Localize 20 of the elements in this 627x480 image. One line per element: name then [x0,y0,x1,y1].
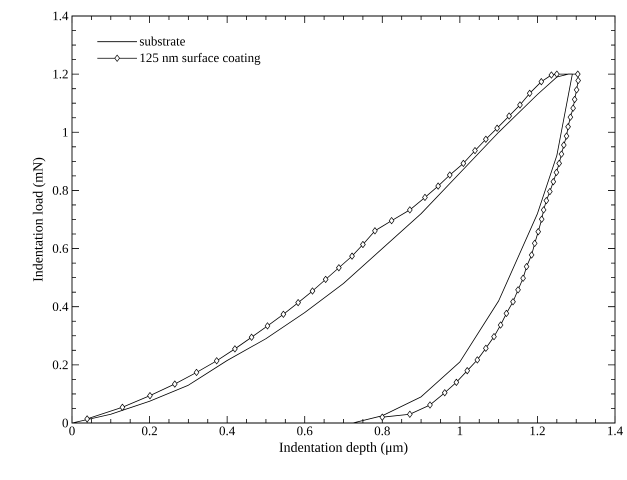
y-tick-label: 1.2 [53,70,68,79]
x-tick-label: 0 [69,426,75,436]
legend-label: substrate [140,36,185,46]
x-axis-title: Indentation depth (μm) [279,442,408,455]
y-tick-label: 0.4 [52,302,68,312]
y-axis-title: Indentation load (mN) [32,158,46,282]
y-tick-label: 1.4 [53,12,68,20]
x-tick-label: 1.4 [608,426,623,436]
y-tick-label: 0 [62,418,68,428]
y-tick-label: 0.6 [52,244,68,253]
x-tick-label: 1.2 [530,426,545,436]
x-tick-label: 0.2 [142,426,157,436]
y-tick-label: 0.2 [52,360,68,370]
y-tick-label: 0.8 [52,186,68,195]
x-tick-label: 0.6 [297,426,312,436]
x-tick-label: 1 [458,426,462,436]
y-tick-label: 1 [63,128,68,137]
x-tick-label: 0.4 [220,426,236,436]
legend-label: 125 nm surface coating [140,52,260,65]
x-tick-label: 0.8 [374,426,390,436]
